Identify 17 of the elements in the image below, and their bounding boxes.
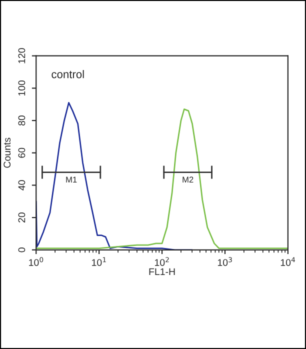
y-tick-label: 20 bbox=[18, 212, 26, 222]
y-tick-label: 80 bbox=[18, 115, 26, 126]
x-axis-title: FL1-H bbox=[149, 268, 175, 276]
y-tick-label: 40 bbox=[18, 180, 26, 190]
series-label: M1 bbox=[66, 176, 77, 182]
y-axis-title: Counts bbox=[4, 138, 11, 168]
y-tick-label: 100 bbox=[18, 80, 26, 96]
y-tick-label: 120 bbox=[18, 48, 26, 64]
x-tick-label: 10$^{3}$ bbox=[218, 257, 232, 266]
x-tick-label: 10$^{2}$ bbox=[154, 257, 169, 266]
x-tick-label: 10$^{1}$ bbox=[92, 257, 106, 266]
x-tick-label: 10$^{4}$ bbox=[280, 257, 296, 266]
x-tick-label: 10$^{0}$ bbox=[29, 257, 44, 266]
series-label: M2 bbox=[182, 176, 194, 182]
annotation: control bbox=[52, 70, 84, 78]
y-tick-label: 60 bbox=[18, 148, 26, 158]
y-tick-label: 0 bbox=[18, 248, 26, 252]
